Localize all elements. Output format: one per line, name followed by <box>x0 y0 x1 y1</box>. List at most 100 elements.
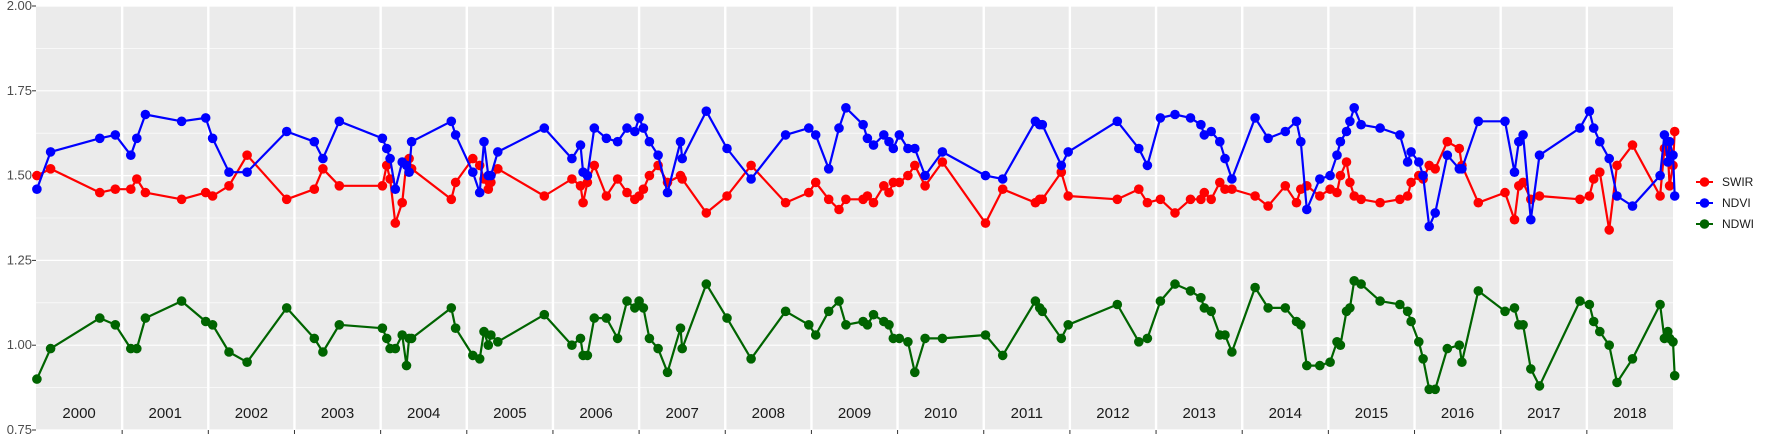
data-point <box>894 177 905 188</box>
data-point <box>1250 282 1260 293</box>
data-point <box>539 309 550 320</box>
data-point <box>281 126 292 137</box>
year-label: 2000 <box>62 405 95 422</box>
data-point <box>1655 170 1665 181</box>
data-point <box>242 150 252 160</box>
data-point <box>1142 197 1153 208</box>
data-point <box>1291 116 1302 127</box>
data-point <box>318 153 328 164</box>
data-point <box>1263 133 1273 144</box>
data-point <box>1500 187 1510 198</box>
data-point <box>1595 326 1605 337</box>
data-point <box>1395 299 1405 310</box>
data-point <box>1037 119 1048 130</box>
data-point <box>1280 181 1291 191</box>
data-point <box>701 106 712 116</box>
data-point <box>937 333 948 344</box>
data-point <box>1414 337 1424 347</box>
data-point <box>920 170 930 181</box>
y-tick-label: 2.00 <box>7 0 32 13</box>
data-point <box>1575 194 1585 205</box>
data-point <box>126 150 136 160</box>
grid-lines <box>36 5 1673 431</box>
data-point <box>1170 279 1180 289</box>
data-point <box>207 191 218 201</box>
data-point <box>1056 333 1067 344</box>
data-point <box>1588 316 1599 327</box>
data-point <box>868 197 879 208</box>
data-point <box>390 218 401 228</box>
data-point <box>1575 296 1585 306</box>
legend-entry: NDVI <box>1696 196 1751 210</box>
data-point <box>1349 103 1359 113</box>
year-label: 2007 <box>665 405 698 422</box>
data-point <box>910 143 920 154</box>
data-point <box>1325 170 1335 181</box>
data-point <box>567 153 577 164</box>
data-point <box>404 167 414 177</box>
data-point <box>1669 126 1680 137</box>
year-label: 2015 <box>1355 405 1388 422</box>
data-point <box>1668 150 1678 160</box>
data-point <box>1588 123 1599 133</box>
data-point <box>1500 306 1510 317</box>
data-point <box>804 187 814 198</box>
data-point <box>1375 123 1385 133</box>
data-point <box>937 147 948 157</box>
data-point <box>1056 160 1067 171</box>
year-label: 2016 <box>1441 405 1474 422</box>
data-point <box>1457 357 1467 368</box>
data-point <box>862 133 873 144</box>
data-point <box>309 136 320 147</box>
data-point <box>612 136 623 147</box>
data-point <box>446 116 457 127</box>
series-swir <box>32 126 1680 235</box>
year-label: 2010 <box>924 405 957 422</box>
data-point <box>1250 113 1260 123</box>
data-point <box>1518 320 1528 330</box>
data-point <box>1612 160 1622 171</box>
year-label: 2011 <box>1011 405 1043 422</box>
data-point <box>242 167 252 177</box>
data-point <box>834 123 844 133</box>
data-point <box>567 340 577 351</box>
data-point <box>1424 221 1434 232</box>
data-point <box>1170 208 1180 218</box>
data-point <box>804 320 814 330</box>
data-point <box>980 170 991 181</box>
data-point <box>200 113 211 123</box>
data-point <box>1402 191 1413 201</box>
data-point <box>309 184 320 194</box>
data-point <box>95 133 105 144</box>
year-label: 2014 <box>1269 405 1302 422</box>
data-point <box>318 347 328 357</box>
data-point <box>601 191 612 201</box>
data-point <box>493 164 503 174</box>
data-point <box>1112 116 1123 127</box>
data-point <box>1341 157 1352 167</box>
data-point <box>1155 194 1166 205</box>
data-point <box>1518 130 1528 140</box>
data-point <box>45 147 56 157</box>
data-point <box>1112 299 1123 310</box>
data-point <box>1155 296 1166 306</box>
data-point <box>920 181 930 191</box>
data-point <box>722 143 732 154</box>
data-point <box>140 187 151 198</box>
legend: SWIR NDVI NDWI <box>1696 175 1754 231</box>
legend-key-point <box>1699 177 1710 187</box>
data-point <box>746 160 756 171</box>
data-point <box>474 354 485 364</box>
data-point <box>1215 136 1225 147</box>
series-ndwi <box>32 276 1680 395</box>
data-point <box>1056 167 1067 177</box>
data-point <box>589 313 600 323</box>
data-point <box>1291 197 1302 208</box>
data-point <box>1332 150 1342 160</box>
data-point <box>45 164 56 174</box>
data-point <box>176 116 187 127</box>
data-point <box>1206 306 1216 317</box>
data-point <box>841 194 851 205</box>
data-point <box>1418 354 1428 364</box>
data-point <box>1185 286 1196 296</box>
